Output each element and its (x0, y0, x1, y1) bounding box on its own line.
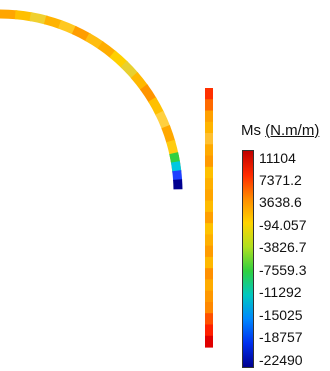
legend-tick: -3826.7 (259, 239, 307, 255)
wall-segment (205, 256, 213, 269)
legend-tick: -15025 (259, 307, 303, 323)
arc-segment (109, 50, 129, 69)
legend-tick: -94.057 (259, 217, 307, 233)
arc-segment (120, 60, 139, 80)
arc-segment (155, 110, 171, 130)
wall-segment (205, 279, 213, 292)
legend-tick: 7371.2 (259, 172, 302, 188)
wall-segment (205, 211, 213, 224)
legend-tick: -7559.3 (259, 262, 307, 278)
arc-segment (71, 25, 92, 42)
wall-segment (205, 234, 213, 247)
junction-segment (170, 161, 182, 173)
arc-segment (139, 84, 157, 104)
wall-segment (205, 189, 213, 202)
wall-segment (205, 88, 213, 100)
wall-segment (205, 223, 213, 235)
shell-dome-arc (0, 9, 182, 173)
legend-tick: -11292 (259, 284, 302, 300)
wall-segment (205, 245, 213, 258)
arc-segment (161, 124, 176, 144)
wall-segment (205, 178, 213, 190)
legend-unit: (N.m/m) (265, 122, 320, 139)
junction-segment (172, 170, 183, 181)
legend-tick: 11104 (259, 150, 296, 166)
wall-segment (205, 324, 213, 337)
arc-segment (43, 15, 63, 30)
wall-segment (205, 133, 213, 145)
wall-segment (205, 313, 213, 326)
arc-segment (97, 41, 117, 59)
wall-segment (205, 166, 213, 179)
wall-segment (205, 301, 213, 314)
arc-segment (14, 10, 33, 22)
wall-segment (205, 144, 213, 157)
shell-cylinder-wall (205, 88, 213, 348)
wall-segment (205, 268, 213, 281)
arc-segment (84, 32, 105, 50)
arc-segment (130, 72, 149, 91)
legend-tick: -22490 (259, 352, 303, 368)
wall-segment (205, 110, 213, 123)
legend-colorbar (242, 150, 254, 368)
legend-quantity: Ms (241, 122, 261, 139)
legend-tick: 3638.6 (259, 194, 302, 210)
wall-segment (205, 155, 213, 168)
arc-segment (0, 9, 18, 20)
legend-title: Ms (N.m/m) (241, 122, 319, 139)
junction-segment (169, 152, 181, 164)
wall-segment (205, 121, 213, 134)
wall-segment (205, 99, 213, 112)
wall-segment (205, 290, 213, 303)
arc-segment (58, 20, 78, 35)
arc-segment (29, 12, 48, 25)
arc-segment (148, 97, 165, 117)
wall-segment (205, 200, 213, 213)
shell-junction (169, 152, 183, 190)
legend-tick: -18757 (259, 329, 303, 345)
wall-segment (205, 335, 213, 348)
